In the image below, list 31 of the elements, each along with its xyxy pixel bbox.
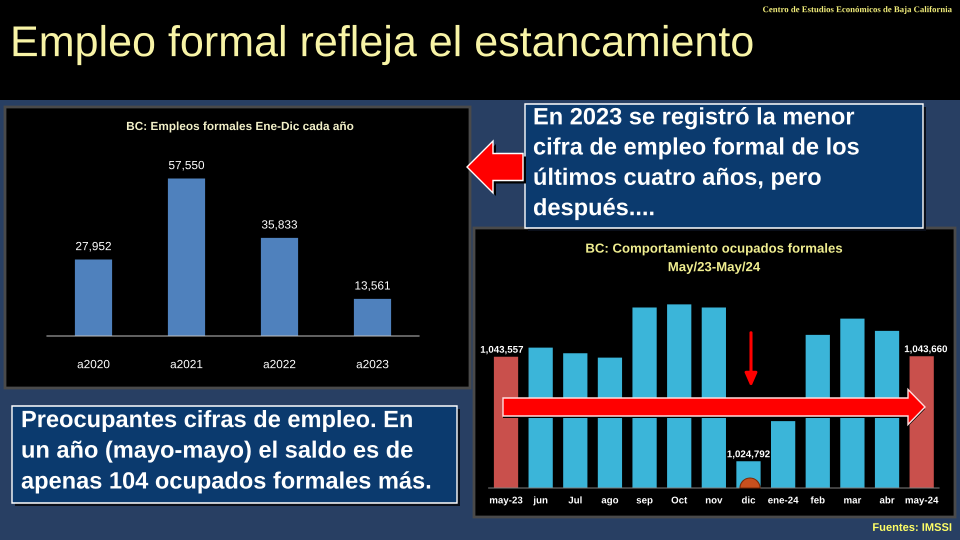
x-tick-label: a2020 [78, 360, 110, 368]
text: Centro de Estudios Económicos de Baja California [762, 6, 952, 14]
x-tick-label: feb [810, 496, 825, 504]
x-tick-label: abr [880, 496, 894, 504]
x-tick-label: Oct [672, 496, 688, 504]
x-tick-label: dic [742, 496, 756, 504]
x-tick-label: ene-24 [768, 496, 798, 504]
x-tick-label: nov [706, 498, 722, 504]
data-label: 1,024,792 [727, 450, 770, 459]
data-label: 27,952 [76, 242, 111, 252]
x-tick-label: may-24 [906, 496, 938, 506]
chart-title: BC: Empleos formales Ene-Dic cada año [126, 122, 354, 133]
x-tick-label: sep [636, 498, 653, 506]
source-note: Fuentes: IMSSI [873, 523, 952, 531]
x-tick-label: Jul [568, 496, 582, 504]
data-label: 57,550 [168, 160, 204, 171]
data-label: 1,043,557 [480, 346, 524, 354]
x-tick-label: a2022 [264, 360, 296, 368]
data-label: 35,833 [262, 220, 298, 230]
chart-title: BC: Comportamiento ocupados formales May/23-May/24 [586, 243, 842, 274]
x-tick-label: a2023 [356, 360, 388, 368]
x-tick-label: jun [533, 496, 548, 506]
x-tick-label: ago [602, 498, 618, 506]
text: Empleo formal refleja el estancamiento [14, 24, 752, 66]
x-tick-label: mar [844, 498, 862, 504]
x-tick-label: may-23 [490, 496, 522, 506]
data-label: 13,561 [355, 281, 390, 291]
x-tick-label: a2021 [170, 360, 202, 368]
data-label: 1,043,660 [904, 345, 948, 354]
text: En 2023 se registró la menor cifra de empleo formal de los últimos cuatro años, pero después.... [534, 107, 859, 220]
text: Preocupantes cifras de empleo. En un año (mayo-mayo) el saldo es de apenas 104 ocupados formales más. [22, 410, 430, 494]
